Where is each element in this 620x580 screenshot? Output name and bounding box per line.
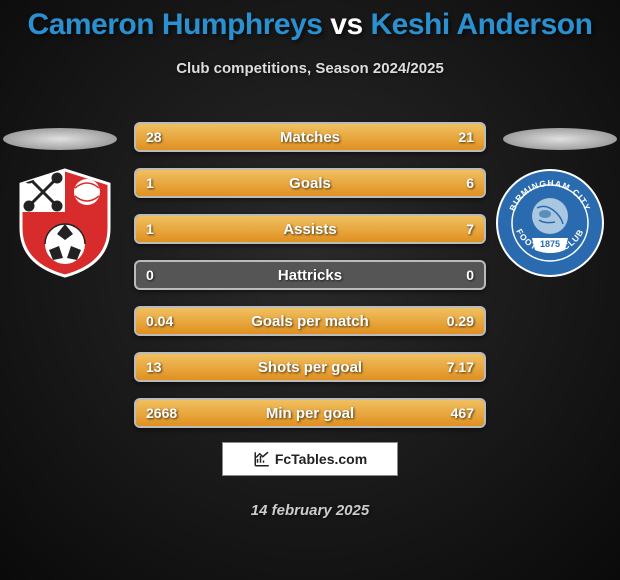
- subtitle: Club competitions, Season 2024/2025: [0, 60, 620, 77]
- date-text: 14 february 2025: [0, 502, 620, 519]
- stat-row: 16Goals: [134, 168, 486, 198]
- stat-label: Hattricks: [136, 262, 484, 288]
- stat-label: Matches: [136, 124, 484, 150]
- stat-row: 00Hattricks: [134, 260, 486, 290]
- stat-row: 137.17Shots per goal: [134, 352, 486, 382]
- stats-bars: 2821Matches 16Goals 17Assists 00Hattricks 0.…: [134, 122, 486, 444]
- club2-year: 1875: [540, 239, 560, 249]
- vs-text: vs: [330, 8, 362, 41]
- club1-crest: [15, 168, 115, 278]
- stat-label: Min per goal: [136, 400, 484, 426]
- brand-badge: FcTables.com: [222, 442, 398, 476]
- comparison-title: Cameron Humphreys vs Keshi Anderson: [0, 0, 620, 42]
- brand-text: FcTables.com: [275, 451, 367, 467]
- player2-platform: [503, 128, 617, 150]
- club2-crest: BIRMINGHAM CITY FOOTBALL CLUB 1875: [495, 168, 605, 278]
- player1-name: Cameron Humphreys: [28, 8, 323, 41]
- stat-label: Goals per match: [136, 308, 484, 334]
- stat-label: Assists: [136, 216, 484, 242]
- player2-name: Keshi Anderson: [371, 8, 593, 41]
- player1-platform: [3, 128, 117, 150]
- stat-row: 2821Matches: [134, 122, 486, 152]
- stat-row: 0.040.29Goals per match: [134, 306, 486, 336]
- stat-label: Goals: [136, 170, 484, 196]
- stat-row: 17Assists: [134, 214, 486, 244]
- stat-label: Shots per goal: [136, 354, 484, 380]
- chart-icon: [253, 450, 271, 468]
- stat-row: 2668467Min per goal: [134, 398, 486, 428]
